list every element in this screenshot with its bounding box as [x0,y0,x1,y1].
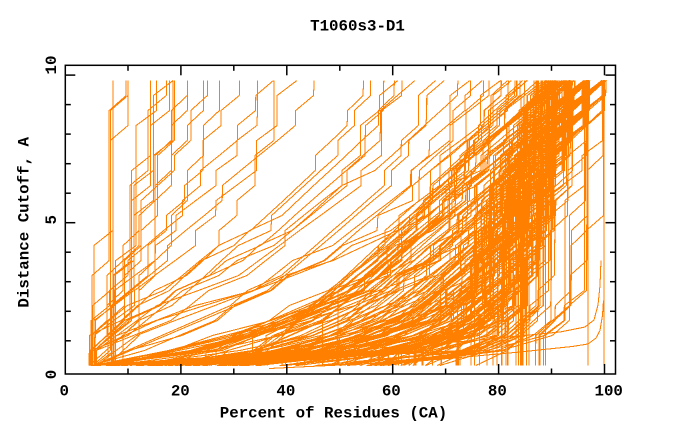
svg-text:80: 80 [488,383,507,401]
svg-text:10: 10 [43,56,61,75]
svg-text:0: 0 [60,383,69,401]
svg-text:60: 60 [382,383,401,401]
svg-text:40: 40 [276,383,295,401]
svg-text:20: 20 [171,383,190,401]
svg-text:100: 100 [594,383,622,401]
svg-text:T1060s3-D1: T1060s3-D1 [310,18,405,36]
svg-text:Percent of Residues (CA): Percent of Residues (CA) [220,405,448,423]
svg-text:Distance Cutoff, A: Distance Cutoff, A [16,136,34,307]
svg-text:5: 5 [43,215,61,224]
svg-text:0: 0 [43,370,61,379]
